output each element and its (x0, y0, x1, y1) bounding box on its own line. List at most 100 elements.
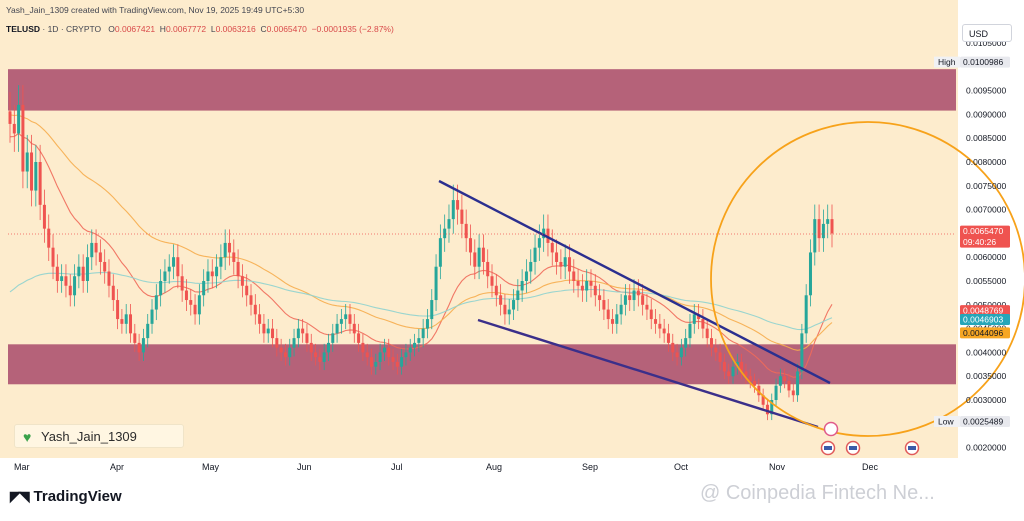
candle-body (38, 162, 42, 205)
candle-body (292, 338, 296, 348)
candle-body (817, 219, 821, 239)
candle-body (430, 300, 434, 320)
highlight-circle[interactable] (710, 121, 1024, 437)
y-tick-label: 0.0090000 (966, 109, 1006, 119)
candle-body (563, 257, 567, 267)
candle-body (735, 361, 739, 367)
candle-body (387, 347, 391, 358)
symbol[interactable]: TELUSD (6, 24, 40, 34)
y-tick-label: 0.0040000 (966, 347, 1006, 357)
x-tick-label: Nov (769, 462, 786, 472)
zone-1 (8, 344, 956, 385)
candle-body (684, 338, 688, 348)
x-tick-label: Mar (14, 462, 30, 472)
candle-body (124, 314, 128, 324)
candle-body (481, 247, 485, 262)
candle-body (709, 338, 713, 348)
candle-body (628, 295, 632, 301)
interval[interactable]: 1D (47, 24, 59, 34)
candle-body (55, 266, 59, 281)
price-label-tag: High (938, 57, 956, 67)
candle-body (206, 271, 210, 281)
y-tick-label: 0.0050000 (966, 300, 1006, 310)
wedge-lower-trendline[interactable] (477, 318, 819, 429)
change-value: −0.0001935 (−2.87%) (311, 24, 394, 34)
candle-body (271, 328, 275, 339)
candle-body (232, 252, 236, 262)
candle-body (12, 123, 16, 134)
footer (0, 481, 1024, 521)
candle-body (516, 290, 520, 301)
candle-body (64, 276, 68, 286)
tradingview-logo[interactable]: ◤◥ TradingView (10, 488, 122, 505)
ema-mid-line (9, 114, 833, 351)
candle-body (718, 352, 722, 362)
candle-body (258, 314, 262, 324)
candle-body (425, 319, 429, 329)
flag-stripe (908, 446, 916, 450)
brand-name: TradingView (33, 488, 122, 505)
candle-body (778, 376, 782, 386)
candle-body (611, 319, 615, 324)
candle-body (464, 223, 468, 239)
x-tick-label: Apr (110, 462, 124, 472)
candle-body (606, 309, 610, 320)
lightning-event-icon[interactable] (823, 421, 839, 437)
candle-body (598, 295, 602, 301)
currency-selector[interactable]: USD (962, 24, 1012, 42)
wedge-upper-trendline[interactable] (438, 179, 831, 385)
candle-body (172, 257, 176, 267)
candle-body (623, 295, 627, 305)
candle-body (81, 266, 85, 281)
candle-body (550, 242, 554, 253)
candle-body (60, 276, 64, 281)
candle-body (692, 314, 696, 324)
candle-body (774, 385, 778, 400)
price-chart[interactable]: 0.0020000 0.0030000 0.0035000 0.0040000 0.00… (0, 0, 1024, 481)
candle-body (210, 271, 214, 277)
candle-body (770, 400, 774, 415)
candle-body (787, 380, 791, 391)
candle-body (443, 228, 447, 239)
candle-body (490, 276, 494, 286)
x-tick-label: Aug (486, 462, 502, 472)
price-label-value: 0.0100986 (963, 57, 1003, 67)
candle-body (679, 347, 683, 358)
candle-body (236, 261, 240, 277)
candle-body (73, 276, 77, 296)
candle-body (826, 219, 830, 224)
candle-body (658, 323, 662, 329)
candle-body (473, 252, 477, 267)
price-label-bg (960, 415, 1010, 427)
close-value: 0.0065470 (266, 24, 307, 34)
candle-body (111, 285, 115, 301)
candle-body (146, 323, 150, 339)
candle-body (253, 304, 257, 315)
candle-body (348, 314, 352, 324)
price-label-value: 0.0048769 (963, 306, 1003, 316)
candle-body (529, 261, 533, 272)
candle-body (395, 361, 399, 367)
candle-body (791, 390, 795, 396)
candle-body (408, 347, 412, 353)
candle-body (808, 252, 812, 296)
price-label-bg (960, 314, 1010, 326)
candle-body (361, 342, 365, 353)
candle-body (8, 111, 12, 124)
x-tick-label: Sep (582, 462, 598, 472)
candle-body (486, 261, 490, 277)
candle-body (727, 371, 731, 377)
candle-body (85, 257, 89, 281)
candle-body (537, 238, 541, 248)
x-tick-label: Dec (862, 462, 879, 472)
candle-body (572, 271, 576, 281)
candle-body (167, 266, 171, 272)
candle-body (314, 352, 318, 358)
candle-body (503, 304, 507, 315)
candle-body (322, 352, 326, 362)
flag-stripe (849, 446, 857, 450)
candle-body (421, 328, 425, 339)
candle-body (533, 247, 537, 262)
candle-body (30, 152, 34, 191)
y-tick-label: 0.0020000 (966, 443, 1006, 453)
